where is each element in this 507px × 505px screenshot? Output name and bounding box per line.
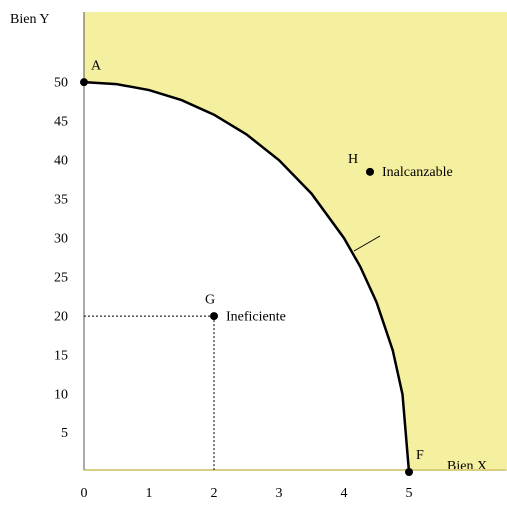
- y-tick-label: 5: [61, 426, 68, 441]
- frontier-curve: [83, 80, 411, 473]
- y-tick-label: 10: [54, 387, 68, 402]
- x-tick-label: 5: [406, 486, 413, 501]
- point-label: H: [348, 152, 358, 167]
- y-tick-label: 25: [54, 270, 68, 285]
- point-annotation: Ineficiente: [226, 309, 286, 324]
- point: [405, 468, 413, 476]
- x-axis-label: Bien X: [447, 459, 487, 474]
- x-tick-label: 3: [276, 486, 283, 501]
- y-tick-label: 50: [54, 75, 68, 90]
- point-annotation: Inalcanzable: [382, 165, 453, 180]
- point: [210, 312, 218, 321]
- x-tick-label: 0: [81, 486, 88, 501]
- point-label: F: [416, 448, 424, 463]
- point: [80, 78, 88, 87]
- y-tick-label: 45: [54, 114, 68, 129]
- y-tick-label: 30: [54, 231, 68, 246]
- point-label: G: [205, 292, 215, 307]
- y-tick-label: 15: [54, 348, 68, 363]
- x-tick-label: 4: [341, 486, 348, 501]
- point: [366, 167, 374, 176]
- y-tick-label: 20: [54, 309, 68, 324]
- point-label: A: [91, 58, 102, 73]
- curve-pointer: [353, 235, 381, 252]
- feasible-region: [84, 82, 409, 472]
- y-tick-label: 35: [54, 192, 68, 207]
- y-axis-label: Bien Y: [10, 12, 50, 27]
- y-tick-label: 40: [54, 153, 68, 168]
- x-tick-label: 1: [146, 486, 153, 501]
- x-tick-label: 2: [211, 486, 218, 501]
